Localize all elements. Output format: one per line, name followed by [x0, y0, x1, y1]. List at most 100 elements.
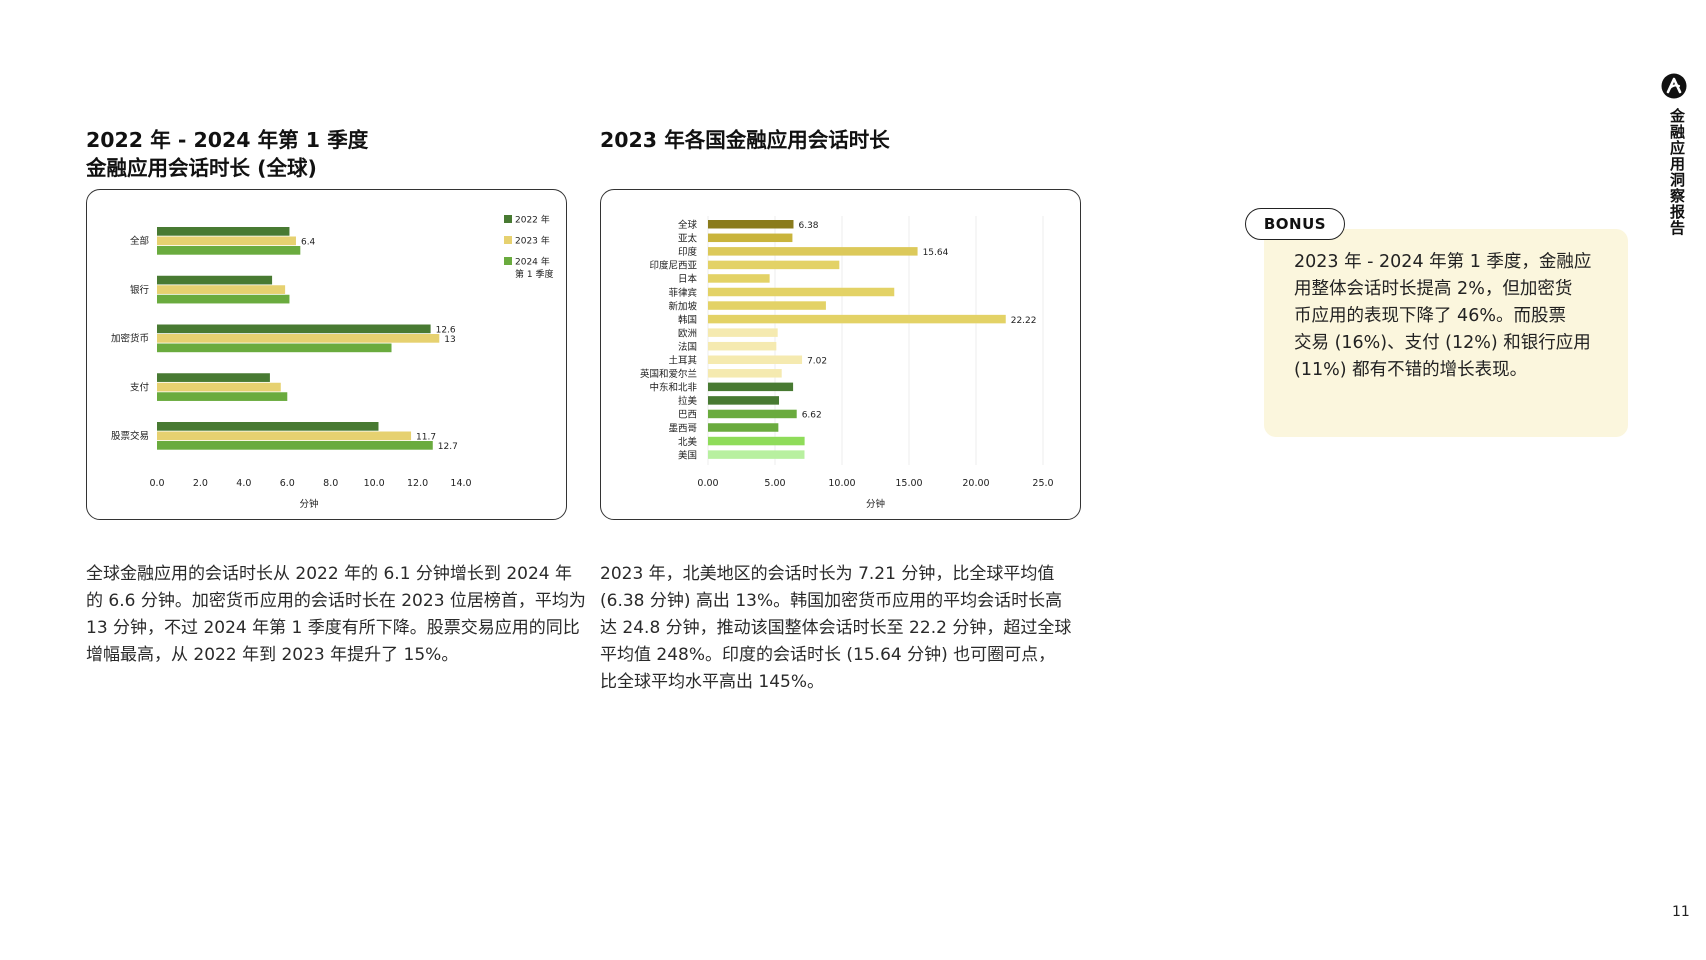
- chart1-description: 全球金融应用的会话时长从 2022 年的 6.1 分钟增长到 2024 年 的 …: [86, 561, 586, 669]
- x-tick-label: 5.00: [764, 478, 785, 489]
- description-line: 全球金融应用的会话时长从 2022 年的 6.1 分钟增长到 2024 年: [86, 564, 572, 584]
- bar: [708, 274, 770, 283]
- category-label: 北美: [678, 436, 698, 448]
- description-line: (6.38 分钟) 高出 13%。韩国加密货币应用的平均会话时长高: [600, 591, 1063, 611]
- data-label: 12.6: [436, 326, 456, 336]
- x-axis-label: 分钟: [299, 498, 318, 510]
- x-tick-label: 4.0: [236, 478, 251, 489]
- chart1-title: 2022 年 - 2024 年第 1 季度 金融应用会话时长 (全球): [86, 126, 368, 182]
- description-line: 2023 年，北美地区的会话时长为 7.21 分钟，比全球平均值: [600, 564, 1055, 584]
- bonus-line: 交易 (16%)、支付 (12%) 和银行应用: [1294, 333, 1591, 353]
- chart2-title: 2023 年各国金融应用会话时长: [600, 126, 890, 154]
- category-label: 支付: [130, 381, 150, 393]
- bar: [157, 343, 392, 353]
- description-line: 达 24.8 分钟，推动该国整体会话时长至 22.2 分钟，超过全球: [600, 618, 1072, 638]
- x-tick-label: 14.0: [450, 478, 471, 489]
- bar: [157, 382, 281, 392]
- bar: [157, 392, 288, 401]
- chart2-description: 2023 年，北美地区的会话时长为 7.21 分钟，比全球平均值 (6.38 分…: [600, 561, 1071, 696]
- bar: [708, 355, 803, 364]
- chart2-svg: 全球亚太印度印度尼西亚日本菲律宾新加坡韩国欧洲法国土耳其英国和爱尔兰中东和北非拉…: [640, 216, 1054, 510]
- legend-label: 第 1 季度: [515, 268, 553, 280]
- x-tick-label: 10.00: [828, 478, 855, 489]
- bar: [708, 450, 805, 459]
- bar: [157, 275, 273, 285]
- bar: [157, 294, 290, 304]
- bar: [708, 341, 777, 351]
- data-label: 12.7: [438, 442, 458, 452]
- x-tick-label: 8.0: [323, 478, 338, 489]
- legend-label: 2023 年: [515, 235, 550, 247]
- description-line: 增幅最高，从 2022 年到 2023 年提升了 15%。: [86, 645, 459, 665]
- category-label: 日本: [678, 273, 698, 285]
- description-line: 比全球平均水平高出 145%。: [600, 672, 825, 692]
- category-label: 墨西哥: [668, 423, 697, 434]
- bar: [708, 287, 895, 297]
- x-tick-label: 15.00: [895, 478, 922, 489]
- x-tick-label: 25.0: [1032, 478, 1053, 489]
- legend-swatch: [504, 257, 512, 265]
- x-tick-label: 6.0: [280, 478, 295, 489]
- category-label: 巴西: [678, 410, 697, 421]
- bonus-line: 2023 年 - 2024 年第 1 季度，金融应: [1294, 252, 1592, 272]
- category-label: 法国: [678, 341, 697, 353]
- data-label: 15.64: [923, 248, 949, 258]
- x-tick-label: 0.0: [149, 478, 164, 489]
- data-label: 7.02: [807, 357, 827, 367]
- description-line: 的 6.6 分钟。加密货币应用的会话时长在 2023 位居榜首，平均为: [86, 591, 586, 611]
- bar: [708, 369, 782, 378]
- category-label: 印度: [678, 246, 698, 258]
- bar: [157, 422, 379, 431]
- category-label: 新加坡: [668, 300, 697, 312]
- category-label: 拉美: [678, 395, 698, 407]
- description-line: 平均值 248%。印度的会话时长 (15.64 分钟) 也可圈可点，: [600, 645, 1056, 665]
- page-number: 11: [1672, 904, 1690, 920]
- x-tick-label: 2.0: [193, 478, 208, 489]
- data-label: 11.7: [416, 433, 436, 443]
- chart2-title-line: 2023 年各国金融应用会话时长: [600, 128, 890, 152]
- legend-label: 2022 年: [515, 214, 550, 226]
- category-label: 加密货币: [111, 333, 149, 345]
- bonus-text: 2023 年 - 2024 年第 1 季度，金融应 用整体会话时长提高 2%，但…: [1294, 249, 1591, 384]
- x-tick-label: 0.00: [697, 478, 718, 489]
- report-side-label: 金融应用洞察报告: [1668, 108, 1686, 236]
- bar: [157, 441, 433, 450]
- x-axis-label: 分钟: [866, 498, 885, 510]
- category-label: 韩国: [678, 314, 697, 326]
- bar: [157, 334, 440, 343]
- category-label: 中东和北非: [649, 382, 697, 394]
- bonus-badge: BONUS: [1245, 208, 1345, 240]
- category-label: 亚太: [678, 233, 698, 245]
- category-label: 全部: [130, 235, 149, 247]
- bar: [157, 227, 290, 236]
- x-tick-label: 10.0: [364, 478, 385, 489]
- bar: [708, 301, 826, 310]
- data-label: 6.38: [798, 221, 818, 231]
- legend-label: 2024 年: [515, 256, 550, 268]
- bar: [708, 260, 840, 270]
- data-label: 22.22: [1011, 316, 1037, 326]
- data-label: 13: [444, 335, 455, 345]
- bonus-line: (11%) 都有不错的增长表现。: [1294, 360, 1528, 380]
- bar: [708, 382, 794, 392]
- legend-swatch: [504, 236, 512, 244]
- bar: [157, 285, 286, 294]
- category-label: 菲律宾: [668, 287, 697, 299]
- brand-logo-icon: [1661, 73, 1687, 99]
- bar: [708, 220, 794, 229]
- data-label: 6.62: [802, 411, 822, 421]
- category-label: 全球: [678, 219, 698, 231]
- bar: [708, 314, 1006, 324]
- category-label: 土耳其: [668, 355, 697, 367]
- chart1-card: 全部 银行 加密货币 支付 股票交易 6.4 12.6 13 11.7 12.7 0.0 2.0 4.0…: [86, 189, 567, 520]
- description-line: 13 分钟，不过 2024 年第 1 季度有所下降。股票交易应用的同比: [86, 618, 580, 638]
- bonus-panel: [1264, 229, 1628, 437]
- bar: [157, 236, 296, 246]
- data-label: 6.4: [301, 238, 316, 248]
- bar: [157, 373, 270, 382]
- bonus-line: 用整体会话时长提高 2%，但加密货: [1294, 279, 1573, 299]
- category-label: 股票交易: [111, 430, 149, 442]
- bar: [708, 423, 779, 432]
- category-label: 美国: [678, 449, 697, 461]
